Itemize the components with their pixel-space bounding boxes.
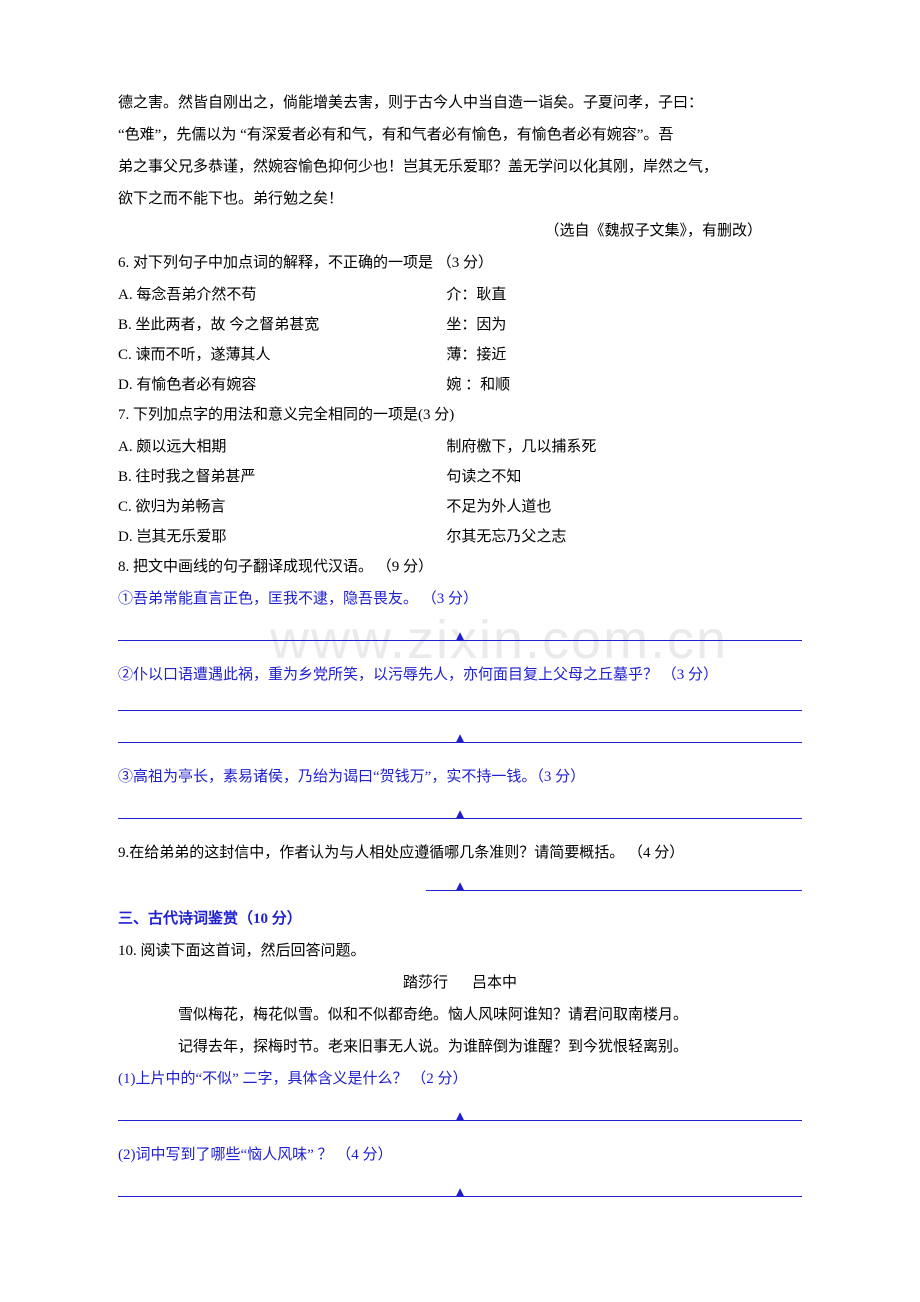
- underline: [118, 742, 802, 743]
- q6-b-left: B. 坐此两者，故 今之督弟甚宽: [118, 310, 446, 340]
- q7-c-right: 不足为外人道也: [446, 492, 802, 522]
- q6-option-a: A. 每念吾弟介然不苟 介：耿直: [118, 280, 802, 310]
- underline: [118, 818, 802, 819]
- q6-stem: 6. 对下列句子中加点词的解释，不正确的一项是 （3 分）: [118, 248, 802, 278]
- q6-a-right: 介：耿直: [446, 280, 802, 310]
- q10-stem: 10. 阅读下面这首词，然后回答问题。: [118, 936, 802, 966]
- underline: [118, 710, 802, 711]
- intro-source: （选自《魏叔子文集》，有删改）: [118, 216, 802, 246]
- triangle-marker: ▲: [453, 1102, 468, 1132]
- intro-line-1: 德之害。然皆自刚出之，倘能增美去害，则于古今人中当自造一诣矣。子夏问孝，子曰：: [118, 88, 802, 118]
- answer-line: ▲: [118, 1100, 802, 1130]
- triangle-marker: ▲: [453, 800, 468, 830]
- underline: [118, 1196, 802, 1197]
- q7-b-right: 句读之不知: [446, 462, 802, 492]
- q7-d-right: 尔其无忘乃父之志: [446, 522, 802, 552]
- underline: [426, 890, 802, 891]
- q7-option-c: C. 欲归为弟畅言 不足为外人道也: [118, 492, 802, 522]
- poem-line-2: 记得去年，探梅时节。老来旧事无人说。为谁醉倒为谁醒？到今犹恨轻离别。: [118, 1032, 802, 1062]
- q10-sub2: (2)词中写到了哪些“恼人风味” ？ （4 分）: [118, 1140, 802, 1170]
- intro-line-2: “色难”，先儒以为 “有深爱者必有和气，有和气者必有愉色，有愉色者必有婉容”。吾: [118, 120, 802, 150]
- poem-title-line: 踏莎行 吕本中: [118, 968, 802, 998]
- poem-title: 踏莎行: [403, 975, 448, 991]
- underline: [118, 640, 802, 641]
- q6-option-d: D. 有愉色者必有婉容 婉 ：和顺: [118, 370, 802, 400]
- intro-line-3: 弟之事父兄多恭谨，然婉容愉色抑何少也！岂其无乐爱耶？盖无学问以化其刚，岸然之气，: [118, 152, 802, 182]
- q7-a-right: 制府檄下，几以捕系死: [446, 432, 802, 462]
- q9-stem: 9.在给弟弟的这封信中，作者认为与人相处应遵循哪几条准则？请简要概括。 （4 分…: [118, 838, 802, 868]
- q7-stem: 7. 下列加点字的用法和意义完全相同的一项是(3 分): [118, 400, 802, 430]
- q6-c-right: 薄：接近: [446, 340, 802, 370]
- q8-sub1: ①吾弟常能直言正色，匡我不逮，隐吾畏友。 （3 分）: [118, 584, 802, 614]
- q7-a-left: A. 颇以远大相期: [118, 432, 446, 462]
- answer-line: ▲: [118, 1176, 802, 1206]
- q7-c-left: C. 欲归为弟畅言: [118, 492, 446, 522]
- document-content: 德之害。然皆自刚出之，倘能增美去害，则于古今人中当自造一诣矣。子夏问孝，子曰： …: [118, 88, 802, 1206]
- triangle-marker: ▲: [453, 724, 468, 754]
- q6-c-left: C. 谏而不听，遂薄其人: [118, 340, 446, 370]
- q6-option-b: B. 坐此两者，故 今之督弟甚宽 坐：因为: [118, 310, 802, 340]
- q6-d-left: D. 有愉色者必有婉容: [118, 370, 446, 400]
- answer-line: ▲: [118, 798, 802, 828]
- q7-b-left: B. 往时我之督弟甚严: [118, 462, 446, 492]
- q7-option-a: A. 颇以远大相期 制府檄下，几以捕系死: [118, 432, 802, 462]
- answer-line: ▲: [118, 722, 802, 752]
- triangle-marker: ▲: [453, 872, 468, 902]
- q6-b-right: 坐：因为: [446, 310, 802, 340]
- q7-option-b: B. 往时我之督弟甚严 句读之不知: [118, 462, 802, 492]
- q6-d-right: 婉 ：和顺: [446, 370, 802, 400]
- continuation-line: [118, 692, 802, 716]
- q7-d-left: D. 岂其无乐爱耶: [118, 522, 446, 552]
- q6-a-left: A. 每念吾弟介然不苟: [118, 280, 446, 310]
- q10-sub1: (1)上片中的“不似” 二字，具体含义是什么？ （2 分）: [118, 1064, 802, 1094]
- section-3-title: 三、古代诗词鉴赏（10 分）: [118, 904, 802, 934]
- q8-sub3: ③高祖为亭长，素易诸侯，乃绐为谒曰“贺钱万”，实不持一钱。（3 分）: [118, 762, 802, 792]
- q6-option-c: C. 谏而不听，遂薄其人 薄：接近: [118, 340, 802, 370]
- q8-stem: 8. 把文中画线的句子翻译成现代汉语。 （9 分）: [118, 552, 802, 582]
- answer-line: ▲: [118, 620, 802, 650]
- triangle-marker: ▲: [453, 1178, 468, 1208]
- underline: [118, 1120, 802, 1121]
- intro-line-4: 欲下之而不能下也。弟行勉之矣！: [118, 184, 802, 214]
- q7-option-d: D. 岂其无乐爱耶 尔其无忘乃父之志: [118, 522, 802, 552]
- triangle-marker: ▲: [453, 622, 468, 652]
- q8-sub2: ②仆以口语遭遇此祸，重为乡党所笑，以污辱先人，亦何面目复上父母之丘墓乎？ （3 …: [118, 660, 802, 690]
- poem-author: 吕本中: [472, 975, 517, 991]
- poem-line-1: 雪似梅花，梅花似雪。似和不似都奇绝。恼人风味阿谁知？请君问取南楼月。: [118, 1000, 802, 1030]
- answer-line-short: ▲: [118, 870, 802, 900]
